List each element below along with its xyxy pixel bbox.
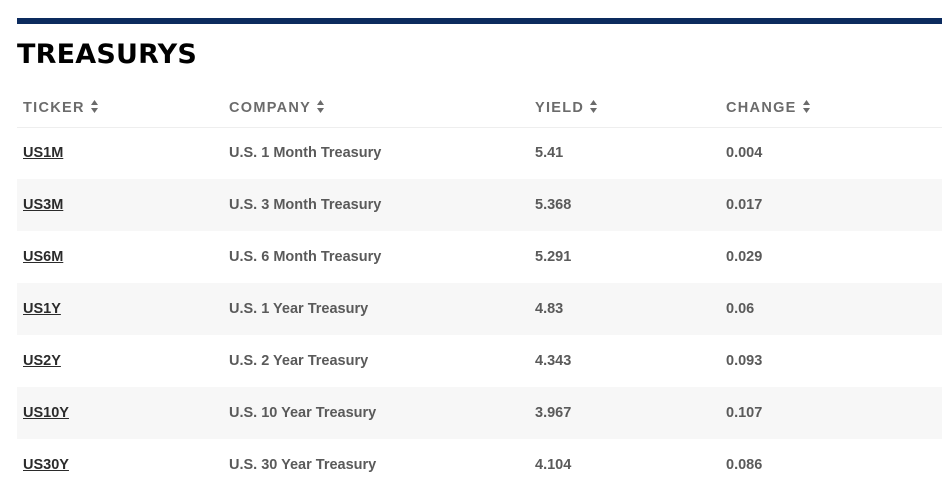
yield-cell: 4.83 xyxy=(529,283,720,335)
sort-arrows-icon[interactable] xyxy=(317,100,325,114)
column-header-label: COMPANY xyxy=(229,99,312,116)
company-cell: U.S. 1 Month Treasury xyxy=(229,145,382,162)
ticker-link[interactable]: US6M xyxy=(23,249,64,265)
table-row: US1Y U.S. 1 Year Treasury 4.83 0.06 xyxy=(17,283,942,335)
treasurys-module: TREASURYS TICKER COMPANY YIELD CHANGE xyxy=(17,18,942,491)
table-row: US3M U.S. 3 Month Treasury 5.368 0.017 xyxy=(17,179,942,231)
column-header-label: CHANGE xyxy=(726,99,797,116)
sort-arrows-icon[interactable] xyxy=(802,100,810,114)
company-cell: U.S. 6 Month Treasury xyxy=(229,249,382,265)
table-row: US30Y U.S. 30 Year Treasury 4.104 0.086 xyxy=(17,439,942,491)
change-cell: 0.093 xyxy=(726,353,763,369)
yield-cell: 3.967 xyxy=(529,387,720,439)
ticker-link[interactable]: US1M xyxy=(23,145,64,162)
sort-arrows-icon[interactable] xyxy=(590,100,598,114)
ticker-link[interactable]: US30Y xyxy=(23,457,69,473)
company-cell: U.S. 1 Year Treasury xyxy=(223,283,529,335)
sort-arrows-icon[interactable] xyxy=(90,100,98,114)
company-cell: U.S. 10 Year Treasury xyxy=(223,387,529,439)
yield-cell: 4.104 xyxy=(535,457,572,473)
section-top-rule xyxy=(17,18,942,24)
ticker-cell: US1M xyxy=(17,127,223,179)
column-header-label: TICKER xyxy=(23,99,85,116)
table-row: US1M U.S. 1 Month Treasury 5.41 0.004 xyxy=(17,127,942,179)
column-header-ticker[interactable]: TICKER xyxy=(17,89,223,128)
ticker-link[interactable]: US1Y xyxy=(23,301,61,317)
table-row: US10Y U.S. 10 Year Treasury 3.967 0.107 xyxy=(17,387,942,439)
change-cell: 0.06 xyxy=(720,283,942,335)
yield-cell: 5.291 xyxy=(535,249,572,265)
ticker-cell: US10Y xyxy=(17,387,223,439)
ticker-link[interactable]: US2Y xyxy=(23,353,61,369)
change-cell: 0.017 xyxy=(720,179,942,231)
column-header-change[interactable]: CHANGE xyxy=(720,89,942,128)
table-row: US2Y U.S. 2 Year Treasury 4.343 0.093 xyxy=(17,335,942,387)
yield-cell: 5.41 xyxy=(535,145,564,162)
ticker-cell: US1Y xyxy=(17,283,223,335)
change-cell: 0.004 xyxy=(726,145,763,162)
ticker-cell: US2Y xyxy=(17,335,223,387)
ticker-cell: US6M xyxy=(17,231,223,283)
ticker-cell: US30Y xyxy=(17,439,223,491)
company-cell: U.S. 3 Month Treasury xyxy=(223,179,529,231)
ticker-cell: US3M xyxy=(17,179,223,231)
section-title: TREASURYS xyxy=(17,39,198,70)
change-cell: 0.086 xyxy=(726,457,763,473)
table-header-row: TICKER COMPANY YIELD CHANGE xyxy=(17,89,942,128)
table-row: US6M U.S. 6 Month Treasury 5.291 0.029 xyxy=(17,231,942,283)
company-cell: U.S. 2 Year Treasury xyxy=(229,353,369,369)
yield-cell: 5.368 xyxy=(529,179,720,231)
change-cell: 0.029 xyxy=(726,249,763,265)
company-cell: U.S. 30 Year Treasury xyxy=(229,457,377,473)
column-header-label: YIELD xyxy=(535,99,585,116)
yield-cell: 4.343 xyxy=(535,353,572,369)
column-header-company[interactable]: COMPANY xyxy=(223,89,529,128)
treasurys-table: TICKER COMPANY YIELD CHANGE US1M U.S. 1 … xyxy=(17,89,942,491)
column-header-yield[interactable]: YIELD xyxy=(529,89,720,128)
ticker-link[interactable]: US3M xyxy=(23,197,64,213)
ticker-link[interactable]: US10Y xyxy=(23,405,69,421)
change-cell: 0.107 xyxy=(720,387,942,439)
